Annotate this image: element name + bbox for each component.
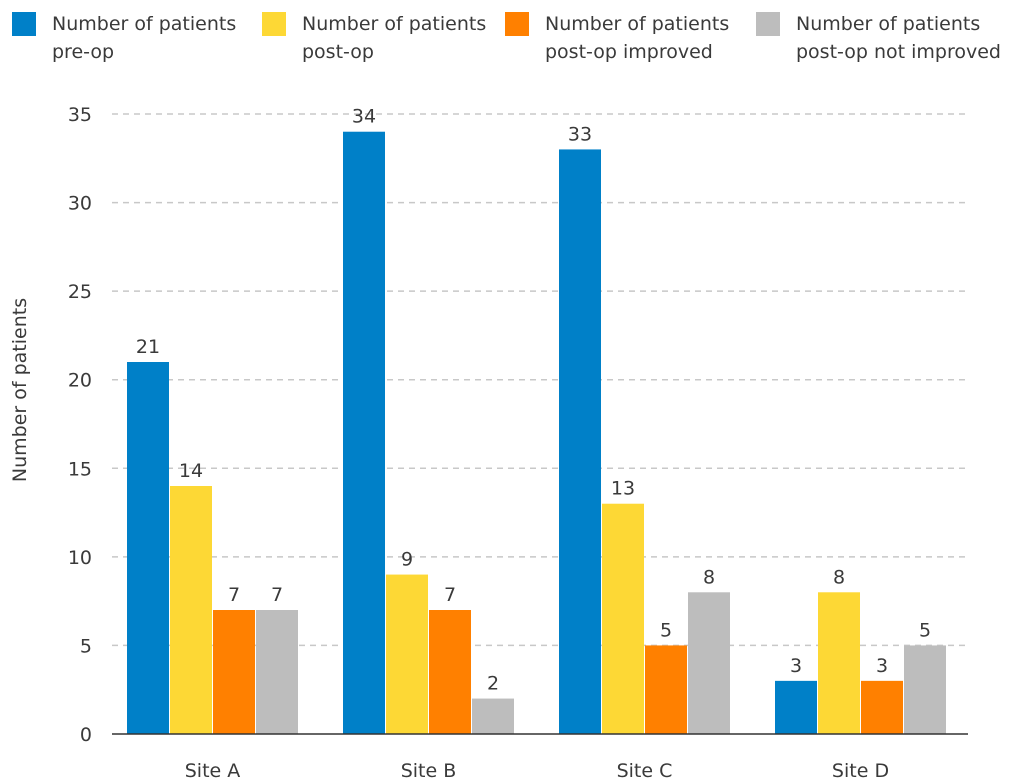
bar-value-label: 5 <box>660 619 672 641</box>
bar <box>904 645 946 734</box>
bar-value-label: 33 <box>568 123 592 145</box>
bar <box>127 362 169 734</box>
bar <box>213 610 255 734</box>
y-tick-label: 35 <box>68 104 92 126</box>
chart-legend: Number of patients pre-op Number of pati… <box>0 0 1013 80</box>
bar-value-label: 13 <box>611 478 635 500</box>
bar <box>472 698 514 734</box>
legend-swatch-post-op-not-improved <box>756 12 780 36</box>
y-axis-ticks: 0 5 10 15 20 25 30 35 <box>68 104 92 746</box>
bar <box>818 592 860 734</box>
y-tick-label: 10 <box>68 547 92 569</box>
bar-value-label: 8 <box>703 566 715 588</box>
bar <box>170 486 212 734</box>
legend-swatch-pre-op <box>12 12 36 36</box>
bar-value-label: 7 <box>271 584 283 606</box>
bars <box>127 131 946 734</box>
bar-value-label: 5 <box>919 619 931 641</box>
x-tick-label: Site B <box>401 760 457 782</box>
bar <box>429 610 471 734</box>
bar <box>688 592 730 734</box>
bar <box>602 503 644 734</box>
legend-label-line1: Number of patients <box>302 13 487 35</box>
legend-swatch-post-op <box>262 12 286 36</box>
legend-label-line2: post-op <box>302 41 374 63</box>
y-tick-label: 30 <box>68 193 92 215</box>
bar-value-label: 21 <box>136 336 160 358</box>
bar-value-label: 9 <box>401 549 413 571</box>
y-tick-label: 25 <box>68 281 92 303</box>
bar <box>645 645 687 734</box>
bar-value-label: 3 <box>876 655 888 677</box>
y-axis-label: Number of patients <box>9 298 31 482</box>
legend-label-line1: Number of patients <box>796 13 981 35</box>
bar-value-label: 3 <box>790 655 802 677</box>
bar <box>861 680 903 734</box>
bar-value-label: 34 <box>352 106 376 128</box>
bar <box>559 149 601 734</box>
bar-value-label: 14 <box>179 460 203 482</box>
legend-label-line2: post-op not improved <box>796 41 1001 63</box>
bar-value-label: 7 <box>444 584 456 606</box>
x-tick-label: Site D <box>832 760 889 782</box>
bar <box>386 574 428 734</box>
y-tick-label: 20 <box>68 370 92 392</box>
x-axis-ticks: Site A Site B Site C Site D <box>185 760 889 782</box>
bar-value-label: 2 <box>487 673 499 695</box>
legend-label-line1: Number of patients <box>545 13 730 35</box>
legend-swatch-post-op-improved <box>505 12 529 36</box>
y-tick-label: 5 <box>80 635 92 657</box>
bar-value-label: 8 <box>833 566 845 588</box>
y-tick-label: 0 <box>80 724 92 746</box>
bar <box>775 680 817 734</box>
bar <box>343 131 385 734</box>
x-tick-label: Site A <box>185 760 241 782</box>
x-tick-label: Site C <box>617 760 673 782</box>
legend-label-line2: pre-op <box>52 41 115 63</box>
bar <box>256 610 298 734</box>
legend-label-line2: post-op improved <box>545 41 713 63</box>
legend-label-line1: Number of patients <box>52 13 237 35</box>
bar-value-label: 7 <box>228 584 240 606</box>
y-tick-label: 15 <box>68 458 92 480</box>
bar-value-labels: 21 14 7 7 34 9 7 2 33 13 5 8 3 8 3 5 <box>136 106 931 695</box>
